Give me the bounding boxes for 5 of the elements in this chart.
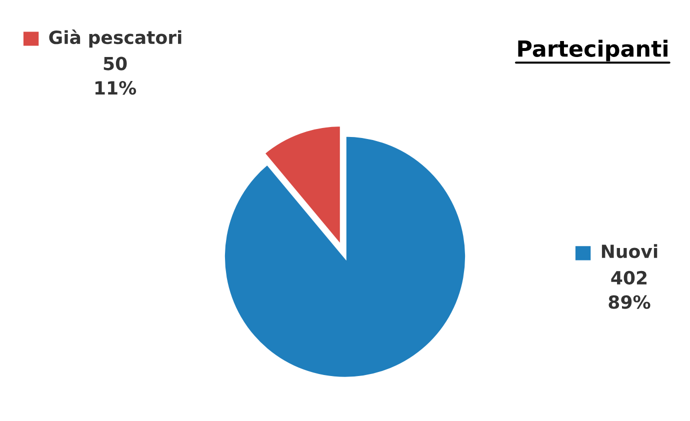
data-label: 50 11% xyxy=(95,56,136,95)
chart-title: Partecipanti xyxy=(518,40,668,62)
legend-label: Nuovi xyxy=(602,244,658,258)
legend-label: Già pescatori xyxy=(49,29,182,48)
data-label: 402 89% xyxy=(608,270,650,309)
